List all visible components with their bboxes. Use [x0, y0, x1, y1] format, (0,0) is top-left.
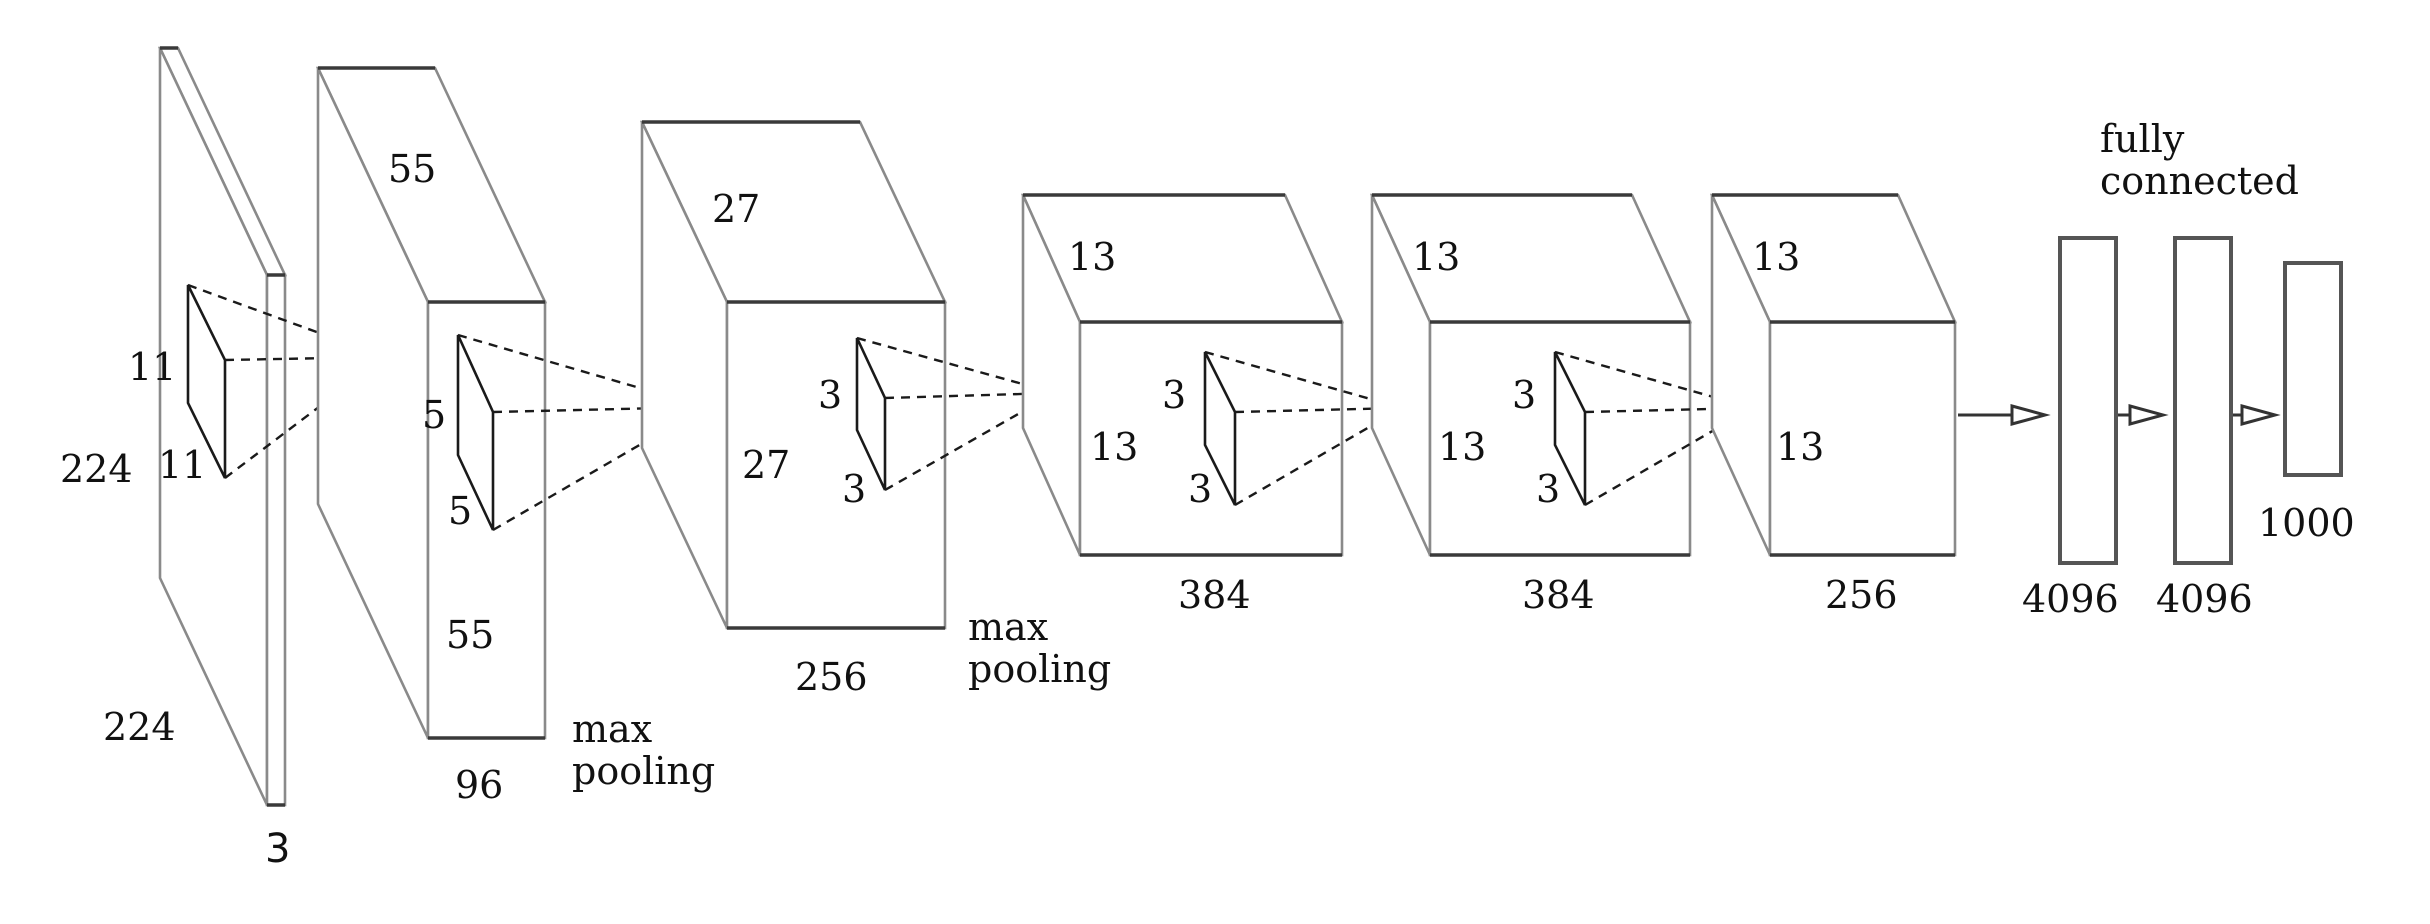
conv5-spatial-top-label: 13 [1752, 235, 1800, 279]
conv3-depth-label: 384 [1178, 573, 1251, 617]
conv2-depth-label: 256 [795, 655, 868, 699]
conv5-front-face [1768, 320, 1957, 557]
pool1-label-line1: max [572, 707, 652, 751]
conv1-kernel-width-label: 5 [448, 489, 472, 533]
input-depth-label: 3 [265, 826, 290, 872]
conv1-spatial-top-label: 55 [388, 147, 436, 191]
conv2-kernel-height-label: 3 [818, 373, 842, 417]
conv2-kernel-width-label: 3 [842, 467, 866, 511]
arrow-fc6-to-fc7 [2118, 404, 2169, 426]
arrow-fc7-to-fc8 [2233, 404, 2281, 426]
conv2-layer [639, 120, 1056, 630]
conv2-projection-line [856, 336, 1056, 395]
conv3-spatial-side-label: 13 [1090, 425, 1138, 469]
fc8-layer [2283, 261, 2343, 477]
conv1-spatial-side-label: 55 [446, 613, 494, 657]
conv3-kernel-width-label: 3 [1188, 467, 1212, 511]
conv4-kernel-height-label: 3 [1512, 373, 1536, 417]
pool2-label-line1: max [968, 605, 1048, 649]
input-layer-side-face [158, 47, 269, 806]
conv2-spatial-top-label: 27 [712, 187, 760, 231]
conv4-kernel-width-label: 3 [1536, 467, 1560, 511]
conv3-kernel-height-label: 3 [1162, 373, 1186, 417]
fc7-size-label: 4096 [2156, 577, 2253, 621]
fc-heading-line2: connected [2100, 159, 2299, 203]
conv4-spatial-side-label: 13 [1438, 425, 1486, 469]
fc7-layer [2173, 236, 2233, 565]
conv5-spatial-side-label: 13 [1776, 425, 1824, 469]
conv4-projection-line [1554, 350, 1753, 410]
arrow-conv5-to-fc6 [1958, 404, 2051, 426]
conv3-projection-line [1204, 350, 1403, 410]
input-height-label: 224 [60, 447, 133, 491]
fc6-size-label: 4096 [2022, 577, 2119, 621]
pool1-label-line2: pooling [572, 749, 715, 793]
conv5-depth-label: 256 [1825, 573, 1898, 617]
fc-heading-line1: fully [2100, 117, 2185, 161]
conv4-layer [1369, 193, 1753, 557]
conv1-front-face [426, 300, 547, 740]
conv3-front-face [1078, 320, 1344, 557]
conv3-layer [1020, 193, 1403, 557]
conv4-spatial-top-label: 13 [1412, 235, 1460, 279]
conv2-spatial-side-label: 27 [742, 443, 790, 487]
conv1-depth-label: 96 [455, 763, 503, 807]
conv4-depth-label: 384 [1522, 573, 1595, 617]
input-width-label: 224 [103, 705, 176, 749]
fc8-size-label: 1000 [2258, 501, 2355, 545]
fc6-layer [2058, 236, 2118, 565]
conv3-spatial-top-label: 13 [1068, 235, 1116, 279]
pool2-label-line2: pooling [968, 647, 1111, 691]
conv1-kernel-height-label: 5 [422, 393, 446, 437]
conv1-layer [315, 66, 706, 740]
input-kernel-width-label: 11 [158, 443, 206, 487]
input-kernel-height-label: 11 [128, 345, 176, 389]
input-layer-front-face [265, 273, 287, 807]
input-projection-line [187, 283, 386, 359]
conv5-layer [1709, 193, 1958, 557]
